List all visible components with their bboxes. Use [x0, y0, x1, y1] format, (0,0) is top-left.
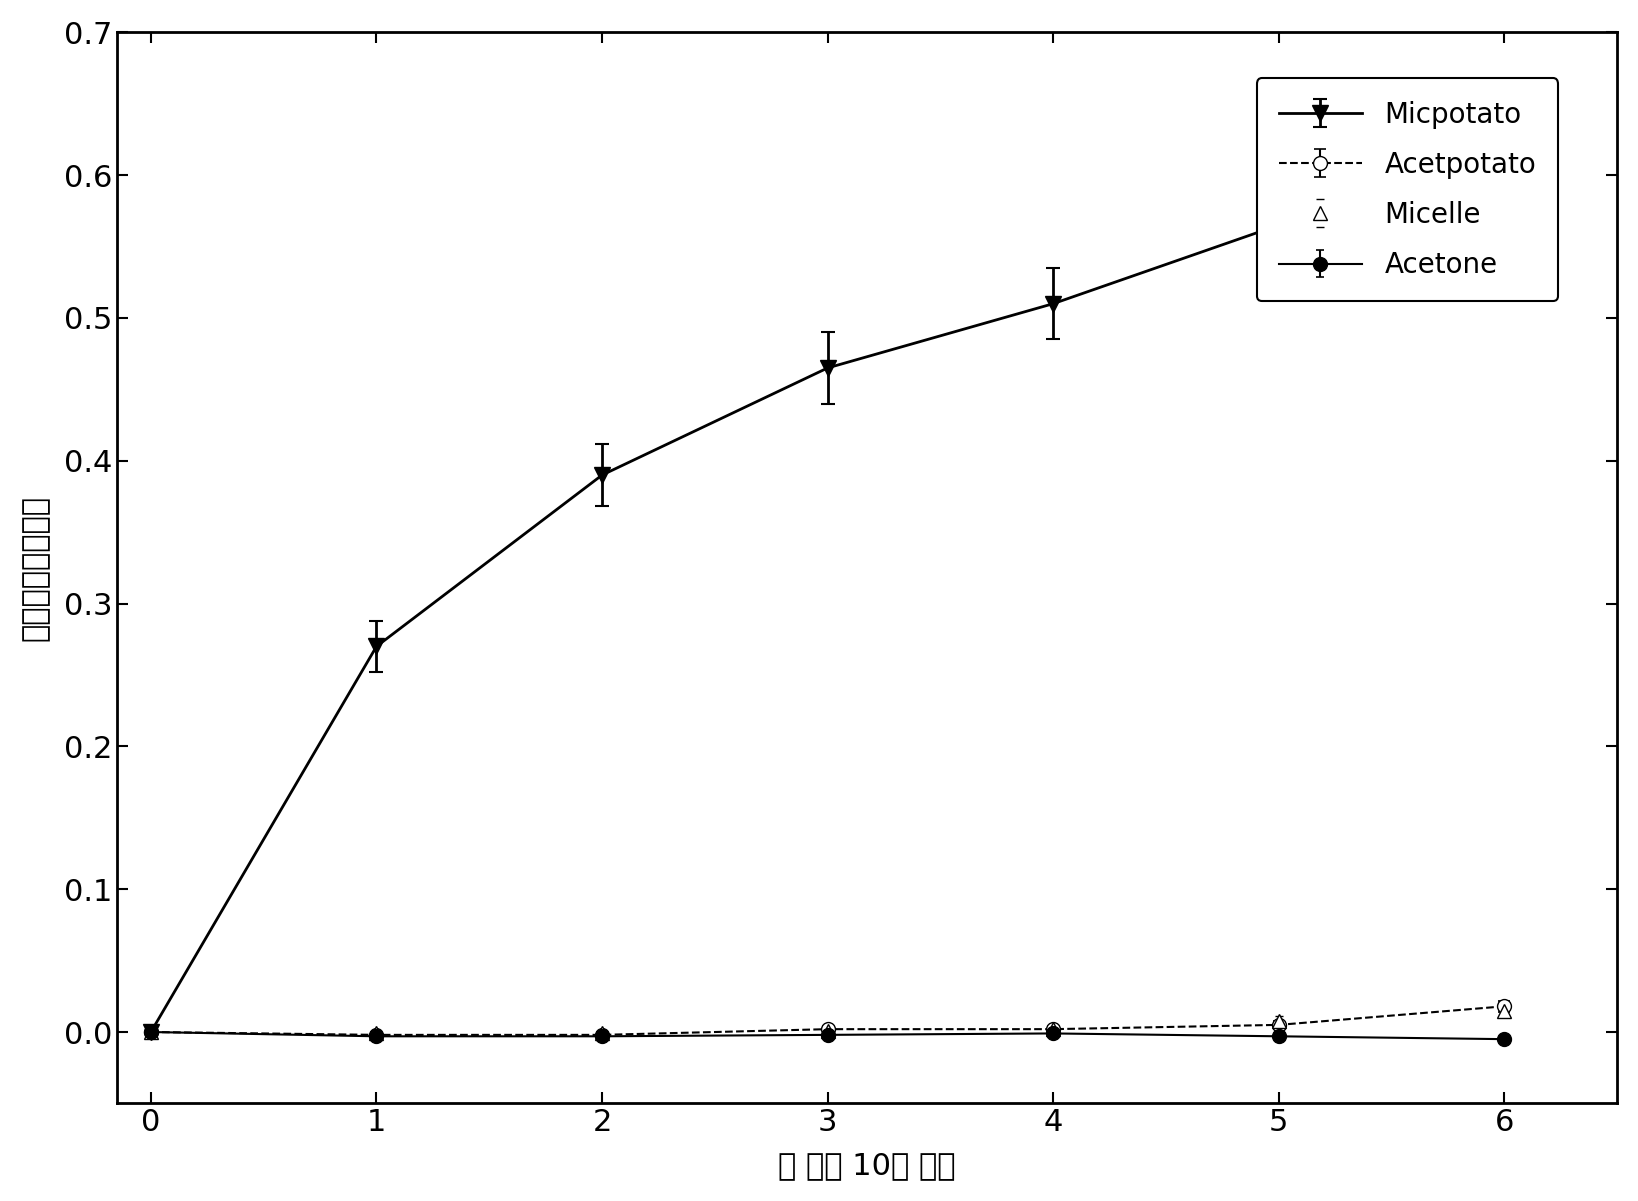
- Y-axis label: 活性氧的相对产率: 活性氧的相对产率: [21, 495, 49, 641]
- Legend: Micpotato, Acetpotato, Micelle, Acetone: Micpotato, Acetpotato, Micelle, Acetone: [1256, 78, 1558, 301]
- X-axis label: 时 间（ 10分 钟）: 时 间（ 10分 钟）: [778, 1152, 957, 1181]
